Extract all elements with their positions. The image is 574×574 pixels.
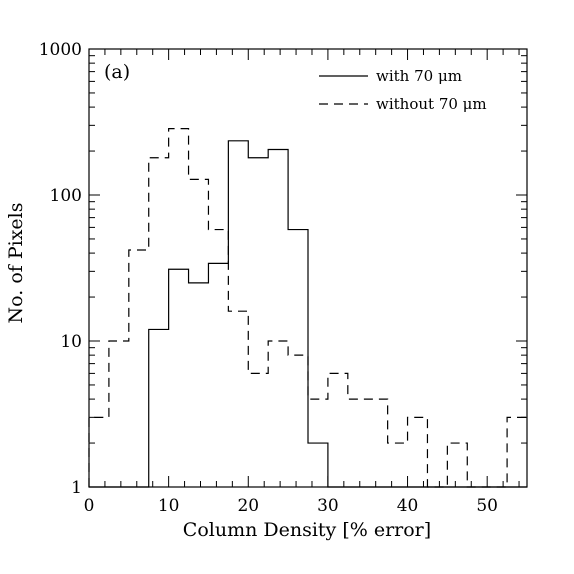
panel-label: (a): [104, 61, 130, 83]
series-with-70um-line: [89, 140, 527, 488]
y-axis-label: No. of Pixels: [5, 203, 27, 324]
axis-ticks: [88, 49, 527, 488]
y-tick-label: 100: [50, 186, 82, 206]
plot-frame: [88, 48, 528, 488]
y-tick-label: 1: [71, 478, 82, 498]
legend: with 70 μm without 70 μm: [319, 67, 487, 113]
x-tick-label: 10: [158, 496, 180, 516]
x-tick-label: 0: [84, 496, 95, 516]
y-tick-label: 10: [60, 332, 82, 352]
x-tick-label: 20: [237, 496, 259, 516]
tick-labels: 0 10 20 30 40 50 1 10 100 1000: [39, 40, 498, 516]
x-tick-label: 30: [317, 496, 339, 516]
y-tick-label: 1000: [39, 40, 82, 60]
x-axis-label: Column Density [% error]: [183, 519, 431, 541]
x-tick-label: 40: [397, 496, 419, 516]
series-lines: [88, 127, 527, 488]
legend-label: without 70 μm: [376, 95, 487, 113]
plot-border: [88, 48, 528, 488]
series-without-70um-line: [88, 127, 527, 488]
legend-label: with 70 μm: [376, 67, 462, 85]
x-tick-label: 50: [476, 496, 498, 516]
